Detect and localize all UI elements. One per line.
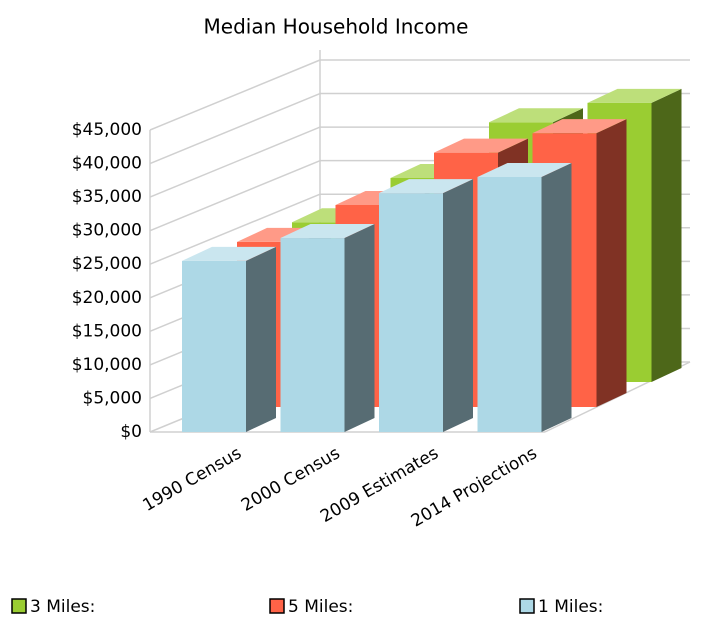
y-tick-label: $45,000	[72, 120, 142, 140]
grid-line	[149, 159, 321, 232]
bar-side	[541, 162, 572, 432]
legend-label: 3 Miles:	[30, 597, 95, 617]
grid-line	[149, 126, 321, 198]
bar-top	[477, 162, 572, 177]
grid-line	[149, 92, 321, 165]
legend-swatch	[11, 598, 27, 614]
bar-top	[532, 119, 627, 134]
bar-side	[246, 246, 276, 432]
y-tick-label: $5,000	[83, 388, 142, 408]
bar-front	[182, 260, 246, 432]
y-tick-label: $0	[120, 422, 142, 442]
bar-side	[596, 119, 627, 407]
bar-front	[280, 238, 345, 432]
bar-front	[477, 176, 542, 432]
bar-top	[587, 88, 682, 103]
y-tick-label: $25,000	[72, 254, 142, 274]
y-tick-label: $40,000	[72, 154, 142, 174]
chart-title: Median Household Income	[204, 15, 469, 39]
bar-top	[182, 246, 276, 261]
grid-line	[149, 193, 321, 265]
bar-top	[489, 108, 583, 123]
bar-side	[344, 224, 375, 432]
bar-front	[379, 193, 443, 432]
bar-side	[443, 179, 473, 432]
bar-top	[280, 224, 375, 239]
y-tick-label: $35,000	[72, 187, 142, 207]
bar-side	[651, 88, 682, 382]
y-tick-label: $30,000	[72, 221, 142, 241]
bar-top	[434, 138, 528, 153]
bar-top	[379, 179, 473, 194]
y-tick-label: $20,000	[72, 288, 142, 308]
legend-swatch	[269, 598, 285, 614]
legend-label: 5 Miles:	[288, 597, 353, 617]
legend-label: 1 Miles:	[538, 597, 603, 617]
y-tick-label: $15,000	[72, 321, 142, 341]
legend-swatch	[519, 598, 535, 614]
y-tick-label: $10,000	[72, 355, 142, 375]
x-tick-label: 1990 Census	[140, 443, 246, 516]
grid-line	[149, 59, 321, 131]
